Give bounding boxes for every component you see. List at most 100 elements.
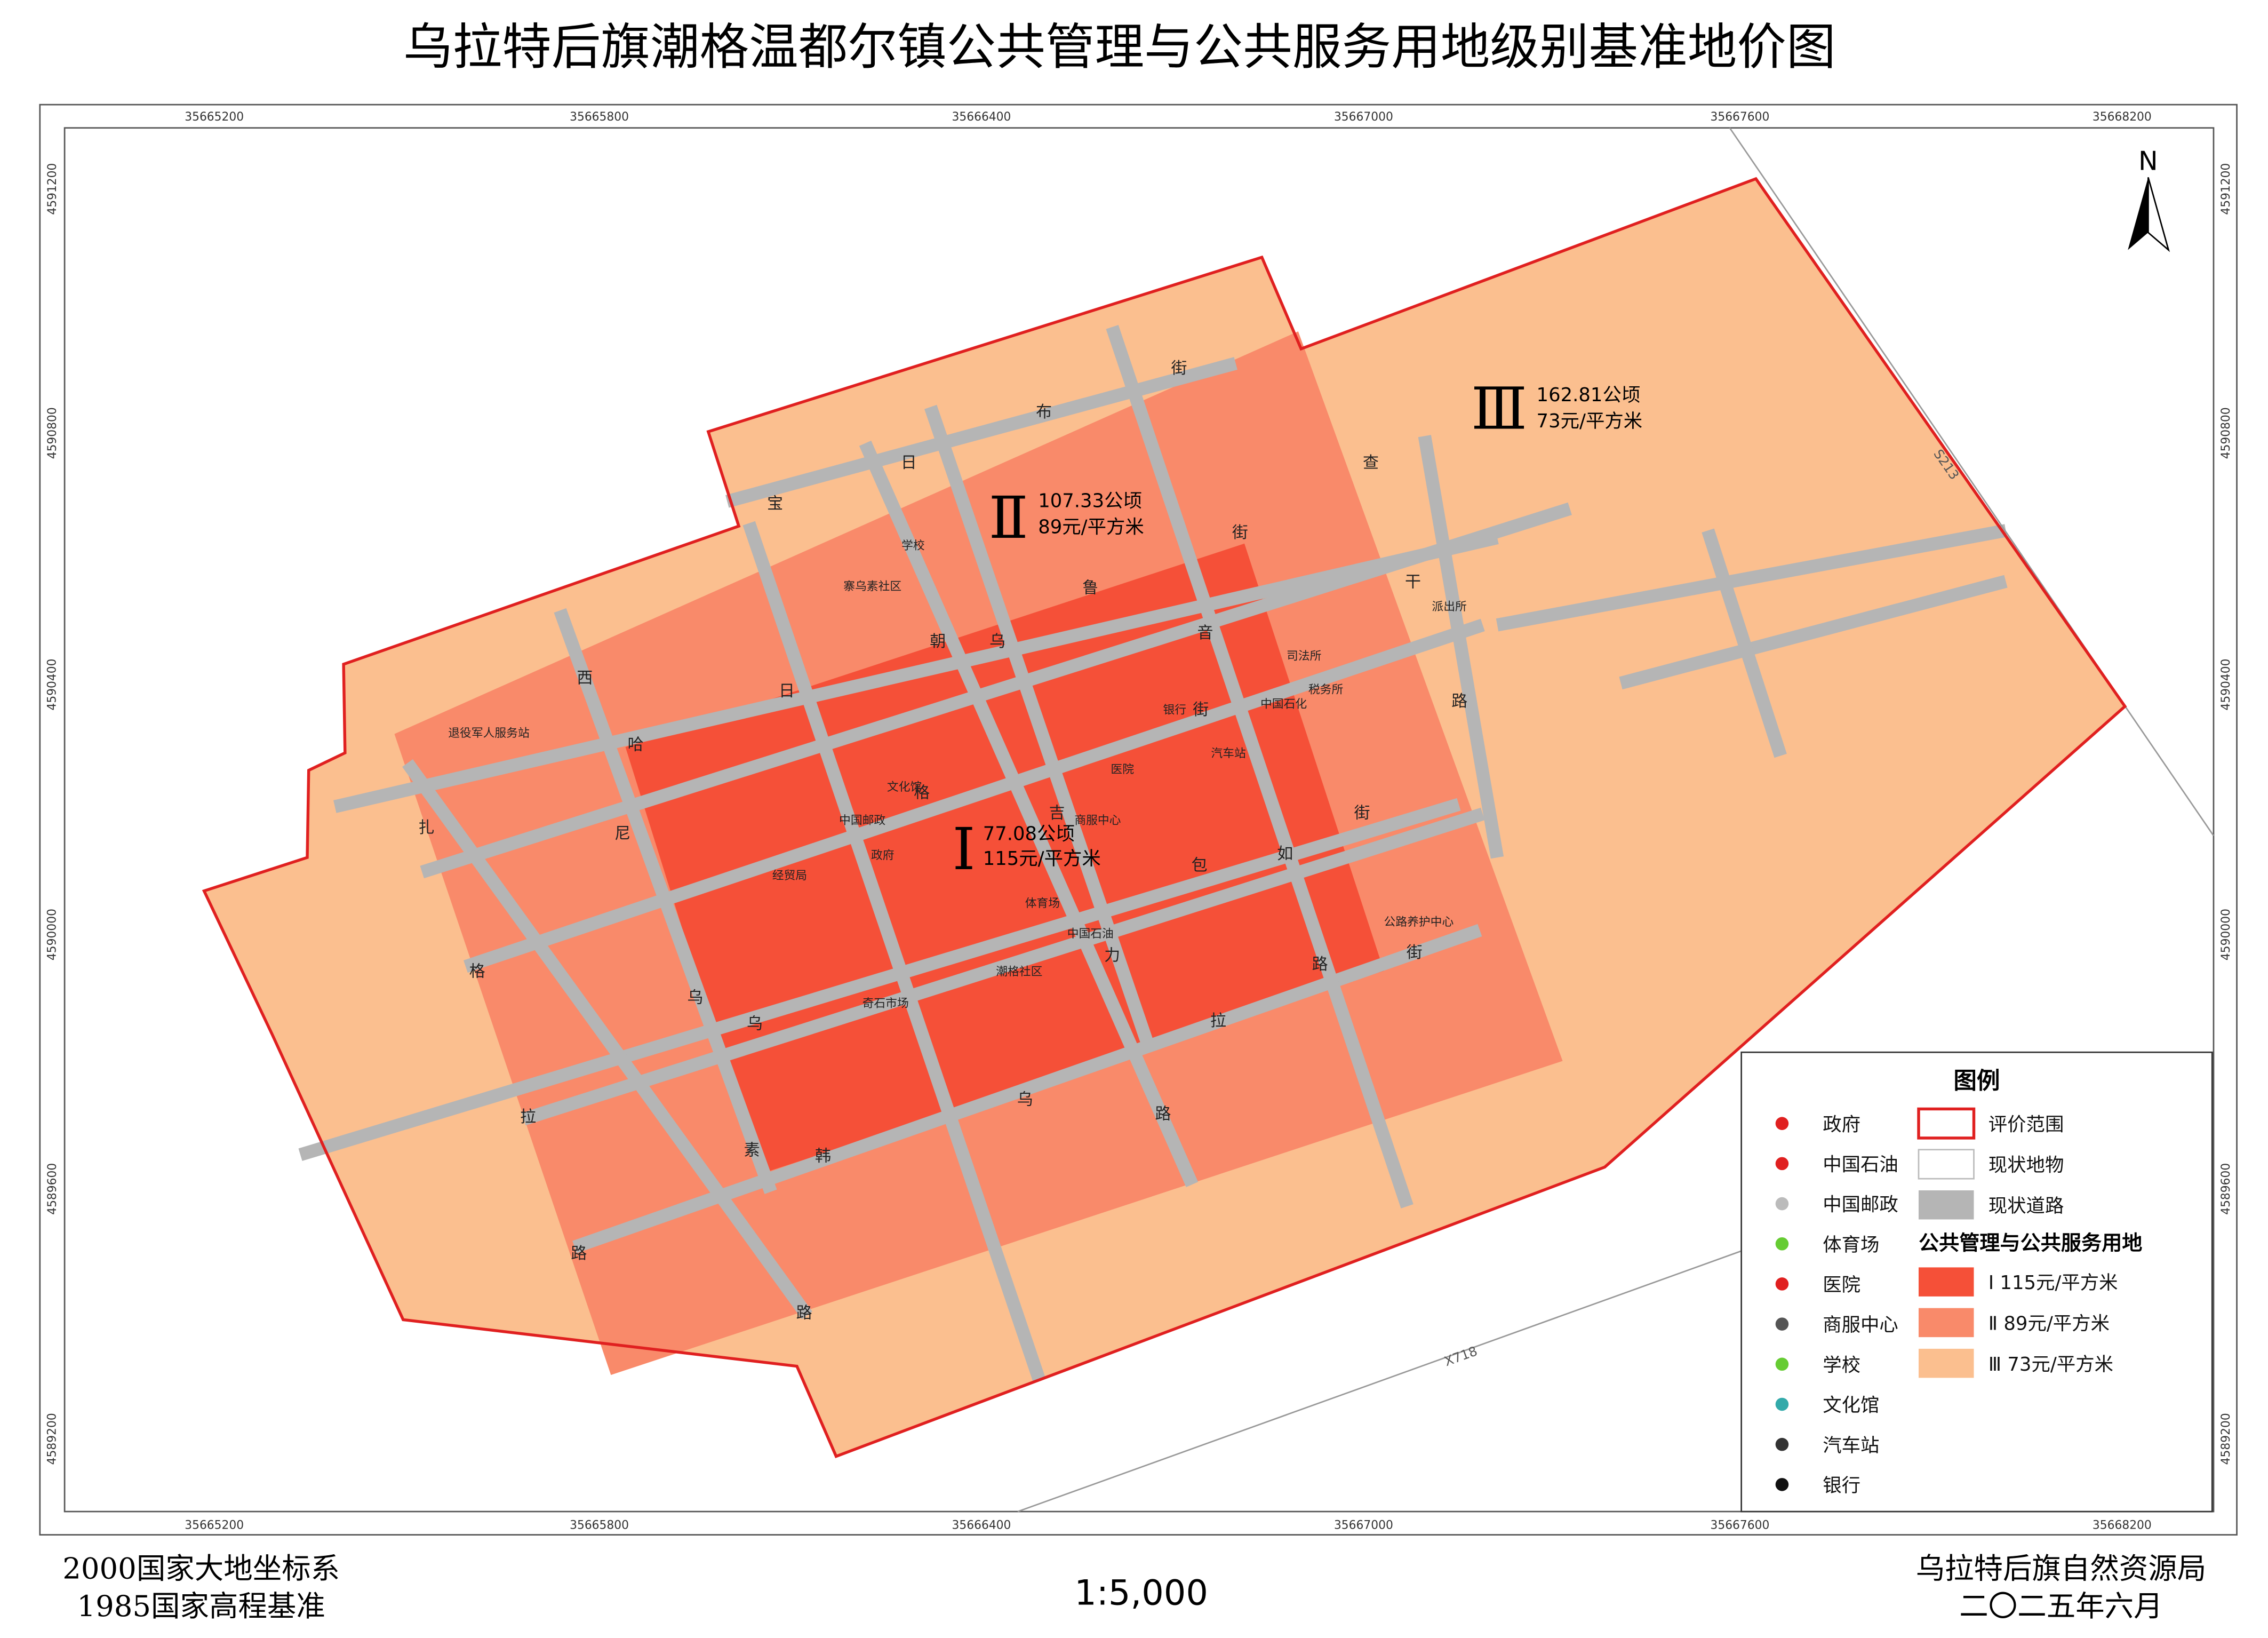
road-label: 格 xyxy=(914,784,930,802)
x-coord-label: 35668200 xyxy=(2093,1519,2152,1532)
legend-symbol xyxy=(1775,1437,1789,1451)
place-label: 商服中心 xyxy=(1074,814,1121,828)
road-label: 乌 xyxy=(747,1015,763,1033)
legend-symbol xyxy=(1775,1357,1789,1371)
legend-swatch xyxy=(1918,1190,1974,1220)
x-coord-label: 35666400 xyxy=(952,110,1011,124)
y-coord-label: 4589200 xyxy=(46,1413,59,1465)
place-label: 政府 xyxy=(871,849,895,862)
road xyxy=(420,502,1572,879)
footer-scale: 1:5,000 xyxy=(1074,1572,1208,1613)
road-label: 音 xyxy=(1197,624,1213,642)
place-label: 体育场 xyxy=(1025,897,1060,910)
road-label: 拉 xyxy=(1210,1012,1226,1030)
legend-symbol xyxy=(1775,1478,1789,1491)
road-label: 路 xyxy=(571,1244,587,1263)
y-coord-label: 4590400 xyxy=(2219,659,2233,711)
legend-symbol xyxy=(1775,1197,1789,1211)
place-label: 潮格社区 xyxy=(996,965,1042,979)
road-label: 街 xyxy=(1232,523,1248,542)
y-coord-label: 4589600 xyxy=(2219,1163,2233,1215)
legend-label: Ⅱ 89元/平方米 xyxy=(1989,1313,2110,1335)
road xyxy=(402,759,813,1319)
road xyxy=(742,521,1046,1383)
legend-swatch xyxy=(1918,1267,1974,1297)
x-coord-label: 35667600 xyxy=(1710,1519,1769,1532)
legend-label: 中国邮政 xyxy=(1823,1194,1898,1216)
road xyxy=(1106,325,1413,1208)
road-label: 尼 xyxy=(614,824,630,843)
legend-symbol xyxy=(1775,1117,1789,1130)
north-arrow-right xyxy=(2147,177,2170,252)
road xyxy=(522,807,1485,1126)
x-coord-label: 35667000 xyxy=(1334,110,1393,124)
road-label: 朝 xyxy=(930,632,946,651)
road xyxy=(725,357,1237,508)
x-coord-label: 35665800 xyxy=(570,110,629,124)
legend-label: 银行 xyxy=(1823,1475,1860,1497)
y-coord-label: 4591200 xyxy=(2219,163,2233,215)
y-coord-label: 4589600 xyxy=(46,1163,59,1215)
zone-area: 77.08公顷 xyxy=(983,823,1075,845)
legend-label: 文化馆 xyxy=(1823,1395,1879,1417)
legend-symbol xyxy=(1775,1237,1789,1251)
x-coord-label: 35665200 xyxy=(185,110,244,124)
y-coord-label: 4590800 xyxy=(2219,407,2233,459)
place-label: 医院 xyxy=(1111,763,1134,776)
footer-agency: 乌拉特后旗自然资源局 xyxy=(1916,1551,2207,1585)
legend-label: 学校 xyxy=(1823,1354,1860,1376)
road-label: 路 xyxy=(1312,955,1328,974)
footer-height-datum: 1985国家高程基准 xyxy=(77,1589,325,1623)
road-label: 乌 xyxy=(687,989,703,1007)
place-label: 派出所 xyxy=(1432,600,1466,614)
road-label: 查 xyxy=(1363,454,1379,472)
road xyxy=(554,608,777,1194)
legend-symbol xyxy=(1775,1277,1789,1291)
road-label: 宝 xyxy=(767,494,783,513)
inner-frame xyxy=(63,127,2215,1513)
legend-subtitle: 公共管理与公共服务用地 xyxy=(1919,1231,2142,1255)
legend-label: 中国石油 xyxy=(1823,1154,1898,1175)
place-label: 汽车站 xyxy=(1211,747,1245,760)
road-label: 韩 xyxy=(815,1147,831,1166)
road-label: 布 xyxy=(1036,403,1052,422)
legend-label: Ⅲ 73元/平方米 xyxy=(1989,1354,2113,1375)
place-label: 税务所 xyxy=(1308,683,1343,696)
road xyxy=(1702,528,1787,758)
road-label: 拉 xyxy=(520,1108,536,1126)
legend: 图例 公共管理与公共服务用地 政府中国石油中国邮政体育场医院商服中心学校文化馆汽… xyxy=(1740,1051,2213,1513)
road-label: 如 xyxy=(1277,845,1293,863)
legend-box xyxy=(1740,1051,2213,1513)
place-label: 寨乌素社区 xyxy=(843,580,901,593)
zone-price: 89元/平方米 xyxy=(1038,516,1144,538)
evaluation-boundary xyxy=(202,177,2127,1458)
legend-symbol xyxy=(1775,1157,1789,1171)
road xyxy=(1619,575,2008,690)
footer-date: 二〇二五年六月 xyxy=(1959,1589,2162,1623)
legend-title: 图例 xyxy=(1953,1068,2000,1094)
y-coord-label: 4590400 xyxy=(46,659,59,711)
road-label: 鲁 xyxy=(1082,578,1098,597)
place-label: 公路养护中心 xyxy=(1384,916,1454,929)
legend-swatch xyxy=(1918,1149,1975,1180)
road-label: 吉 xyxy=(1049,804,1065,823)
map-title: 乌拉特后旗潮格温都尔镇公共管理与公共服务用地级别基准地价图 xyxy=(403,18,1836,76)
road-label: 街 xyxy=(1354,804,1370,823)
legend-label: 商服中心 xyxy=(1823,1314,1898,1336)
legend-swatch xyxy=(1918,1348,1974,1378)
x-coord-label: 35667000 xyxy=(1334,1519,1393,1532)
zone-numeral: Ⅰ xyxy=(952,815,975,883)
y-coord-label: 4590800 xyxy=(46,407,59,459)
y-coord-label: 4589200 xyxy=(2219,1413,2233,1465)
legend-symbol xyxy=(1775,1317,1789,1331)
north-arrow: N xyxy=(2128,146,2170,252)
legend-label: 现状道路 xyxy=(1989,1195,2064,1217)
x-coord-label: 35666400 xyxy=(952,1519,1011,1532)
road xyxy=(333,531,1499,813)
y-coord-label: 4591200 xyxy=(46,163,59,215)
x-coord-label: 35665800 xyxy=(570,1519,629,1532)
road xyxy=(924,404,1155,1049)
road-label: 干 xyxy=(1405,573,1421,592)
road xyxy=(859,440,1199,1188)
